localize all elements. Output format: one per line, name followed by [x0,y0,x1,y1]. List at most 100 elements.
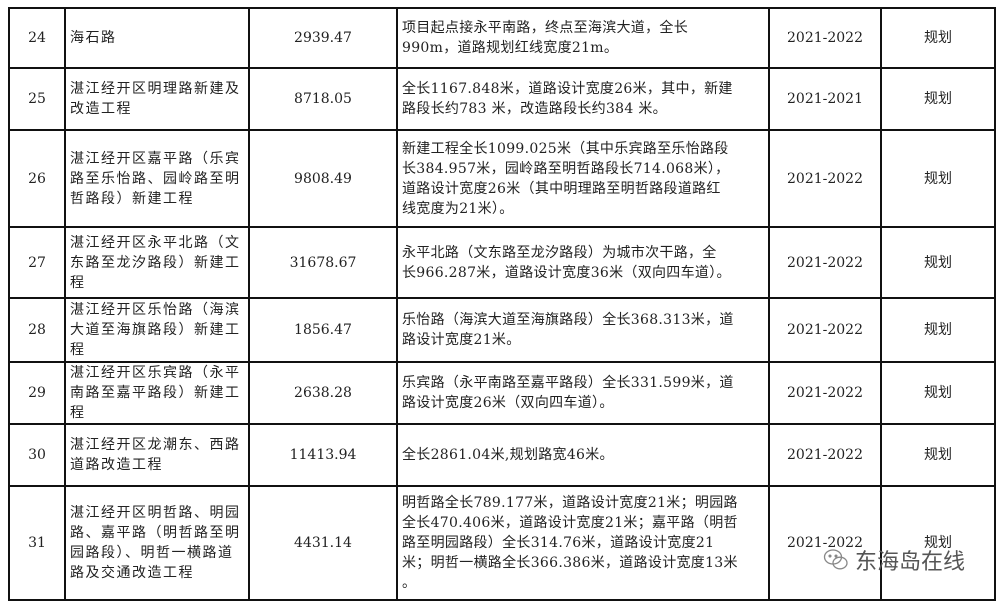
text-line: 程 [70,342,86,358]
project-description: 永平北路（文东路至龙汐路段）为城市次干路，全 长966.287米，道路设计宽度36… [396,226,770,299]
amount-text: 2939.47 [294,30,352,46]
investment-amount: 31678.67 [248,226,398,299]
row-number-text: 24 [28,30,46,46]
status-text: 规划 [924,385,952,401]
construction-period: 2021-2022 [768,129,882,228]
row-number-text: 26 [28,170,46,187]
text-line: 海石路 [70,30,117,46]
amount-text: 31678.67 [289,254,357,271]
status-text: 规划 [924,30,952,46]
project-name: 湛江经开区龙潮东、西路 道路改造工程 [64,423,250,487]
project-status: 规划 [880,129,996,228]
text-line: 乐怡路（海滨大道至海旗路段）全长368.313米，道 [402,312,734,328]
text-line: 项目起点接永平南路，终点至海滨大道，全长 [402,20,688,36]
row-number-text: 30 [28,447,46,463]
amount-text: 4431.14 [294,535,352,551]
project-status: 规划 [880,226,996,299]
investment-amount: 2939.47 [248,7,398,69]
text-line: 东路至龙汐路段）新建工 [70,254,241,271]
table-row: 26 湛江经开区嘉平路（乐宾 路至乐怡路、园岭路至明 哲路段）新建工程 9808.49 新… [8,129,996,228]
construction-period: 2021-2022 [768,423,882,487]
text-line: 990m，道路规划红线宽度21m。 [402,40,619,56]
row-number-text: 27 [28,254,46,271]
row-number: 27 [8,226,66,299]
row-number: 28 [8,297,66,363]
text-line: 永平北路（文东路至龙汐路段）为城市次干路，全 [402,244,717,261]
amount-text: 11413.94 [289,447,357,463]
row-number-text: 28 [28,322,46,338]
project-description: 乐怡路（海滨大道至海旗路段）全长368.313米，道 路设计宽度21米。 [396,297,770,363]
project-table: 24 海石路 2939.47 项目起点接永平南路，终点至海滨大道，全长 990m，道路规… [8,7,996,601]
project-description: 明哲路全长789.177米，道路设计宽度21米；明园路 全长470.406米，道路… [396,485,770,601]
project-name: 湛江经开区永平北路（文 东路至龙汐路段）新建工程 [64,226,250,299]
project-status: 规划 [880,7,996,69]
project-name: 湛江经开区乐怡路（海滨 大道至海旗路段）新建工程 [64,297,250,363]
construction-period: 2021-2022 [768,485,882,601]
period-text: 2021-2022 [787,535,863,551]
investment-amount: 4431.14 [248,485,398,601]
row-number: 25 [8,67,66,131]
text-line: 改造工程 [70,101,132,117]
text-line: 湛江经开区乐怡路（海滨 [70,302,241,318]
amount-text: 8718.05 [294,91,352,107]
status-text: 规划 [924,91,952,107]
table-row: 30 湛江经开区龙潮东、西路 道路改造工程 11413.94 全长2861.04米,规划… [8,423,996,487]
text-line: 湛江经开区明理路新建及 [70,81,241,97]
status-text: 规划 [924,447,952,463]
investment-amount: 2638.28 [248,361,398,425]
text-line: 明哲路全长789.177米，道路设计宽度21米；明园路 [402,495,738,511]
project-name: 湛江经开区明理路新建及 改造工程 [64,67,250,131]
project-status: 规划 [880,361,996,425]
project-name: 湛江经开区明哲路、明园 路、嘉平路（明哲路至明 园路段）、明哲一横路道 路及交通改造工… [64,485,250,601]
row-number: 31 [8,485,66,601]
project-description: 项目起点接永平南路，终点至海滨大道，全长 990m，道路规划红线宽度21m。 [396,7,770,69]
text-line: 全长2861.04米,规划路宽46米。 [402,447,614,463]
period-text: 2021-2022 [787,385,863,401]
table-row: 27 湛江经开区永平北路（文 东路至龙汐路段）新建工程 31678.67 永平北路（文东… [8,226,996,299]
investment-amount: 1856.47 [248,297,398,363]
project-description: 全长1167.848米，道路设计宽度26米，其中，新建 路段长约783 米，改造路… [396,67,770,131]
row-number-text: 31 [28,535,46,551]
amount-text: 1856.47 [294,322,352,338]
project-description: 乐宾路（永平南路至嘉平路段）全长331.599米，道 路设计宽度26米（双向四车道… [396,361,770,425]
text-line: 长384.957米，园岭路至明哲路段长714.068米）， [402,160,730,177]
period-text: 2021-2022 [787,170,863,187]
row-number: 29 [8,361,66,425]
text-line: 南路至嘉平路段）新建工 [70,385,241,401]
construction-period: 2021-2021 [768,67,882,131]
text-line: 湛江经开区乐宾路（永平 [70,365,241,381]
wechat-icon [823,549,848,570]
text-line: 全长1167.848米，道路设计宽度26米，其中，新建 [402,81,733,97]
text-line: 乐宾路（永平南路至嘉平路段）全长331.599米，道 [402,375,734,391]
project-status: 规划 [880,297,996,363]
project-status: 规划 [880,423,996,487]
text-line: 湛江经开区龙潮东、西路 [70,437,241,453]
investment-amount: 8718.05 [248,67,398,131]
text-line: 道路设计宽度26米（其中明理路至明哲路段道路红 [402,180,721,197]
text-line: 路设计宽度26米（双向四车道）。 [402,395,614,411]
row-number: 30 [8,423,66,487]
status-text: 规划 [924,170,952,187]
text-line: 路及交通改造工程 [70,565,194,581]
project-name: 湛江经开区嘉平路（乐宾 路至乐怡路、园岭路至明 哲路段）新建工程 [64,129,250,228]
text-line: 湛江经开区嘉平路（乐宾 [70,150,241,167]
text-line: 程 [70,274,86,291]
investment-amount: 11413.94 [248,423,398,487]
text-line: 路段长约783 米，改造路段长约384 米。 [402,101,667,117]
period-text: 2021-2022 [787,254,863,271]
table-row: 31 湛江经开区明哲路、明园 路、嘉平路（明哲路至明 园路段）、明哲一横路道 路及交通改… [8,485,996,601]
period-text: 2021-2021 [787,91,863,107]
project-status: 规划 [880,485,996,601]
construction-period: 2021-2022 [768,297,882,363]
period-text: 2021-2022 [787,447,863,463]
row-number-text: 29 [28,385,46,401]
watermark: 东海岛在线 [823,544,965,576]
text-line: 线宽度为21米）。 [402,200,514,217]
status-text: 规划 [924,535,952,551]
text-line: 。 [402,575,417,591]
table-row: 29 湛江经开区乐宾路（永平 南路至嘉平路段）新建工程 2638.28 乐宾路（永平南路… [8,361,996,425]
row-number-text: 25 [28,91,46,107]
text-line: 路至乐怡路、园岭路至明 [70,170,241,187]
text-line: 路至明园路段）全长314.76米，道路设计宽度21 [402,535,715,551]
construction-period: 2021-2022 [768,7,882,69]
